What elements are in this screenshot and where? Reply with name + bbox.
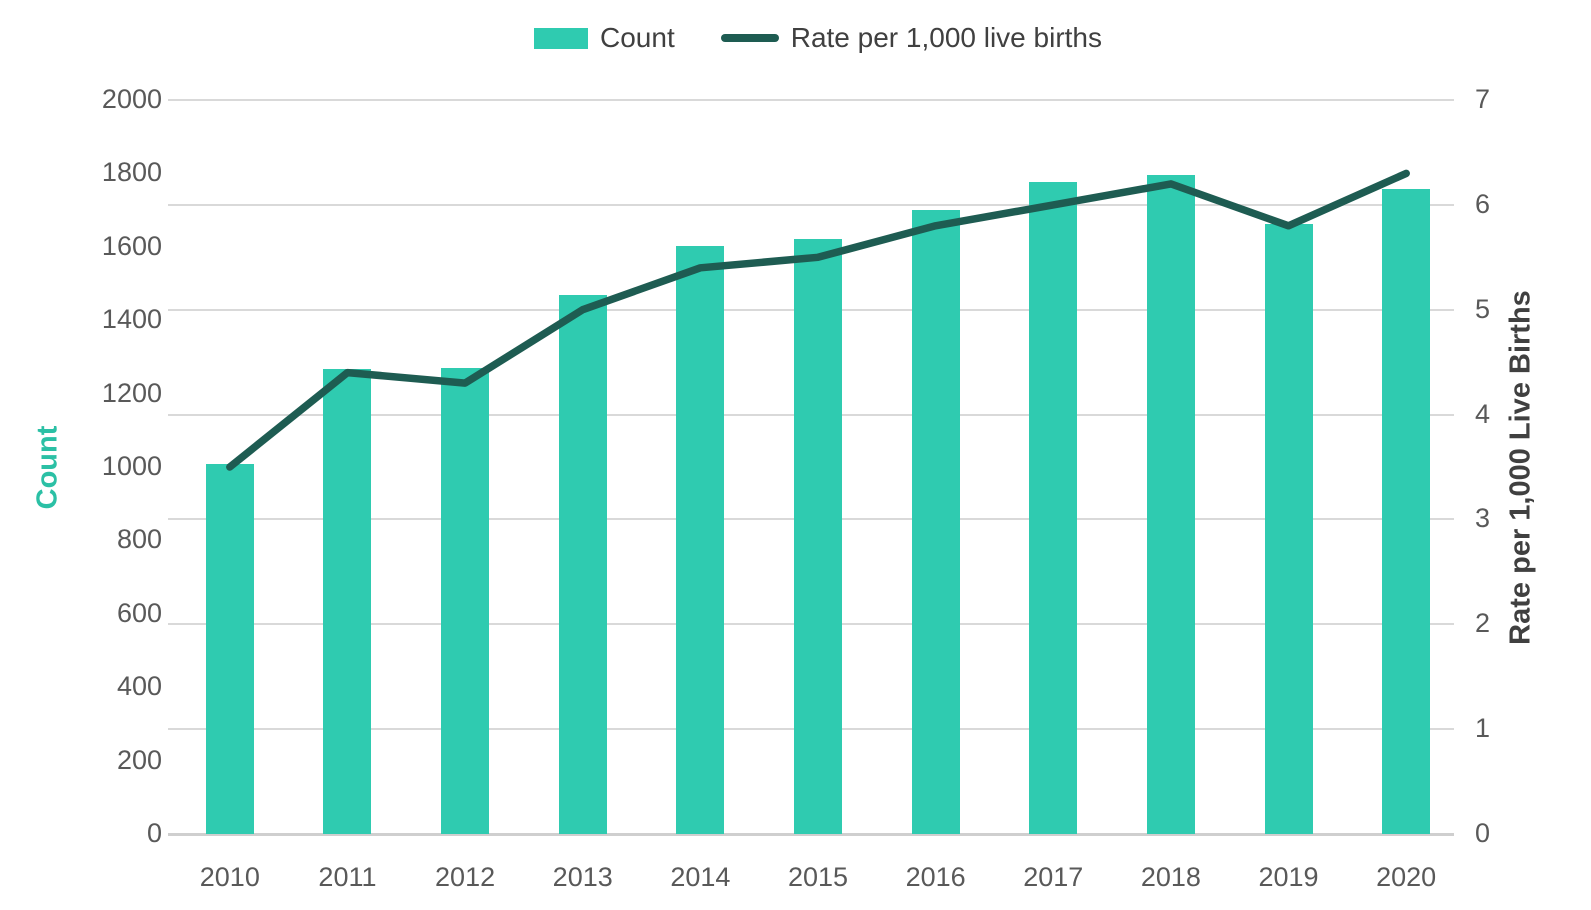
left-axis-tick-1400: 1400 [101,304,162,335]
bar-2011[interactable] [323,369,372,834]
right-axis-tick-4: 4 [1475,398,1491,429]
x-axis-tick-2012: 2012 [435,862,496,892]
left-axis-tick-400: 400 [116,671,162,702]
bar-2020[interactable] [1382,189,1431,834]
bar-2019[interactable] [1264,223,1313,834]
legend-item-count[interactable]: Count [534,24,675,52]
bar-2013[interactable] [558,295,607,834]
x-axis-tick-2020: 2020 [1376,862,1437,892]
left-axis-tick-2000: 2000 [101,84,162,114]
right-axis-tick-0: 0 [1475,818,1491,848]
bar-2010[interactable] [205,464,254,834]
x-axis-tick-2016: 2016 [905,862,966,892]
x-axis-tick-2015: 2015 [787,862,849,892]
bar-2016[interactable] [911,210,960,834]
left-axis-tick-800: 800 [116,524,162,555]
x-axis-line [168,833,1454,836]
bar-2012[interactable] [441,367,490,834]
left-axis-tick-0: 0 [146,818,162,848]
x-axis-tick-2011: 2011 [318,862,377,892]
x-axis-tick-2019: 2019 [1258,862,1319,892]
gridline [168,99,1454,101]
gridline [168,203,1454,206]
right-axis-tick-2: 2 [1475,608,1491,639]
legend-item-rate[interactable]: Rate per 1,000 live births [720,22,1102,53]
left-axis-tick-200: 200 [116,744,162,775]
right-axis-tick-1: 1 [1475,713,1491,744]
left-axis-tick-1800: 1800 [101,157,162,188]
legend-count-label: Count [600,22,675,53]
count-swatch-icon [534,27,588,49]
right-axis-tick-3: 3 [1475,503,1491,534]
legend-rate-label: Rate per 1,000 live births [790,22,1102,53]
x-axis-tick-2010: 2010 [199,862,260,892]
right-axis-tick-5: 5 [1475,293,1491,324]
x-axis-tick-2018: 2018 [1140,862,1201,892]
rate-line-swatch-icon [720,34,779,42]
x-axis-tick-2013: 2013 [552,862,613,892]
bar-2017[interactable] [1029,182,1078,834]
left-axis-tick-1600: 1600 [101,230,162,261]
left-axis-tick-1200: 1200 [101,377,162,408]
x-axis-tick-2017: 2017 [1023,862,1084,892]
bar-2015[interactable] [794,239,842,834]
right-axis-tick-7: 7 [1475,84,1491,114]
left-axis-tick-1000: 1000 [101,451,162,481]
x-axis-tick-2014: 2014 [670,862,731,892]
bar-2018[interactable] [1146,174,1195,834]
right-axis-tick-6: 6 [1475,188,1491,219]
right-axis-title: Rate per 1,000 Live Births [1504,290,1537,645]
left-axis-tick-600: 600 [116,597,162,628]
bar-2014[interactable] [676,246,725,834]
legend: Count Rate per 1,000 live births [171,24,1465,52]
